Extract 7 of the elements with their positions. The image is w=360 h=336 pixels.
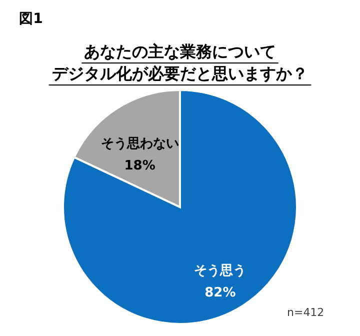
caption: 図1 bbox=[19, 11, 43, 27]
text: n=412 bbox=[287, 306, 324, 319]
data-label: 82% bbox=[204, 285, 236, 300]
data-label: 18% bbox=[124, 158, 156, 174]
slice-label: そう思う bbox=[194, 263, 246, 278]
slice-label: そう思わない bbox=[100, 136, 179, 152]
chart-title: あなたの主な業務についてデジタル化が必要だと思いますか？ bbox=[52, 42, 308, 83]
